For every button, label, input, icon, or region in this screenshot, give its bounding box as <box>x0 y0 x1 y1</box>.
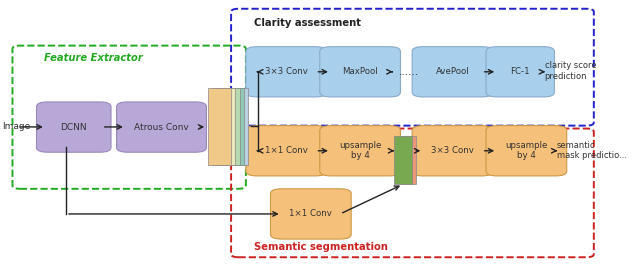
Text: 3×3 Conv: 3×3 Conv <box>431 146 474 155</box>
FancyBboxPatch shape <box>320 126 401 176</box>
FancyBboxPatch shape <box>246 47 326 97</box>
FancyBboxPatch shape <box>246 126 326 176</box>
Text: Image: Image <box>3 122 31 131</box>
FancyBboxPatch shape <box>320 47 401 97</box>
Text: upsample
by 4: upsample by 4 <box>505 141 548 160</box>
FancyBboxPatch shape <box>412 126 493 176</box>
Polygon shape <box>399 136 417 184</box>
FancyBboxPatch shape <box>486 126 567 176</box>
Polygon shape <box>221 88 244 165</box>
Text: AvePool: AvePool <box>436 67 469 76</box>
Text: Feature Extractor: Feature Extractor <box>45 53 143 63</box>
Text: 1×1 Conv: 1×1 Conv <box>265 146 308 155</box>
Text: Clarity assessment: Clarity assessment <box>254 18 361 28</box>
Text: FC-1: FC-1 <box>511 67 530 76</box>
Text: semantic
mask predictio...: semantic mask predictio... <box>557 141 627 160</box>
Polygon shape <box>208 88 231 165</box>
FancyBboxPatch shape <box>116 102 207 152</box>
Polygon shape <box>394 136 412 184</box>
Polygon shape <box>212 88 236 165</box>
Text: ......: ...... <box>399 67 419 77</box>
Text: Semantic segmentation: Semantic segmentation <box>254 242 388 252</box>
Polygon shape <box>216 88 240 165</box>
Text: Atrous Conv: Atrous Conv <box>134 123 189 132</box>
Text: MaxPool: MaxPool <box>342 67 378 76</box>
Text: upsample
by 4: upsample by 4 <box>339 141 381 160</box>
Text: clarity score
prediction: clarity score prediction <box>545 61 596 81</box>
Polygon shape <box>225 88 248 165</box>
FancyBboxPatch shape <box>486 47 554 97</box>
Text: 1×1 Conv: 1×1 Conv <box>289 209 332 218</box>
Text: 3×3 Conv: 3×3 Conv <box>265 67 308 76</box>
FancyBboxPatch shape <box>412 47 493 97</box>
Text: DCNN: DCNN <box>60 123 87 132</box>
FancyBboxPatch shape <box>271 189 351 239</box>
FancyBboxPatch shape <box>36 102 111 152</box>
